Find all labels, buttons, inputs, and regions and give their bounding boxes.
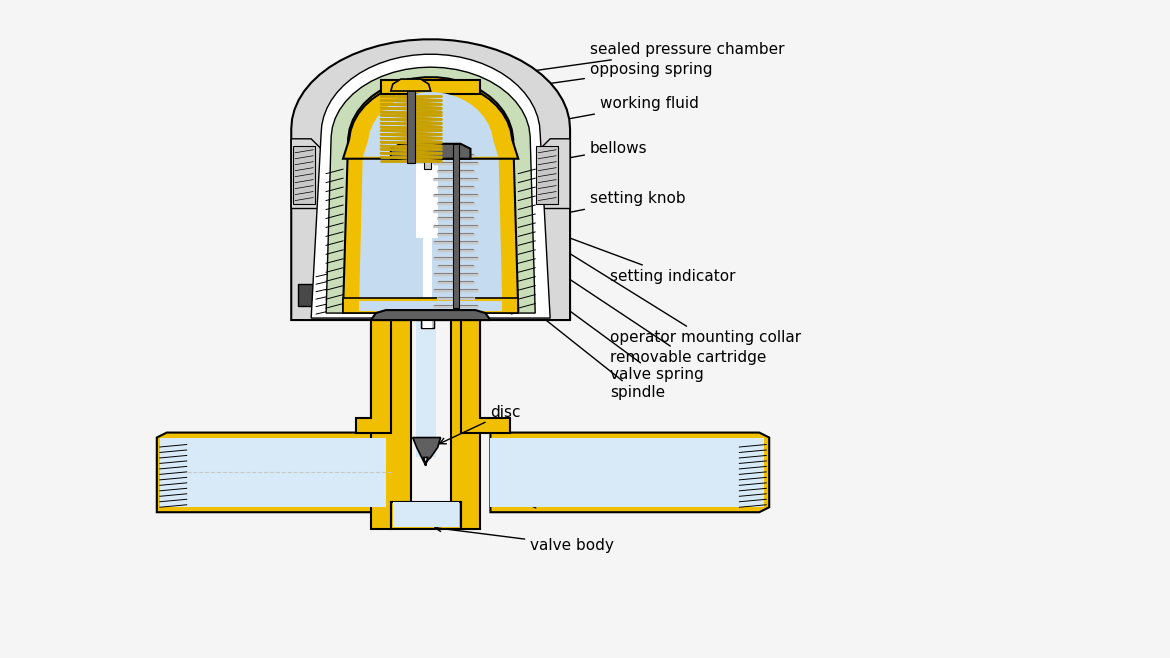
Polygon shape — [450, 288, 481, 529]
Polygon shape — [160, 438, 386, 507]
Bar — [394, 261, 401, 268]
Polygon shape — [461, 288, 510, 432]
Polygon shape — [391, 268, 461, 314]
Bar — [359, 301, 502, 311]
Polygon shape — [391, 79, 431, 91]
Text: disc: disc — [440, 405, 521, 444]
Text: removable cartridge: removable cartridge — [459, 206, 766, 365]
Text: setting knob: setting knob — [495, 191, 686, 230]
Polygon shape — [356, 288, 391, 432]
Polygon shape — [510, 268, 541, 318]
Polygon shape — [413, 438, 441, 465]
Bar — [452, 226, 460, 234]
Polygon shape — [316, 268, 356, 318]
Polygon shape — [326, 67, 535, 313]
Text: operator mounting collar: operator mounting collar — [464, 188, 801, 345]
Polygon shape — [157, 432, 391, 512]
Bar — [424, 99, 431, 168]
Bar — [525, 284, 543, 306]
Text: tailpiece: tailpiece — [544, 468, 706, 490]
Polygon shape — [343, 77, 518, 311]
Bar — [421, 189, 434, 328]
Bar — [453, 144, 459, 308]
Polygon shape — [363, 92, 498, 157]
Text: 1/2 union: 1/2 union — [530, 492, 711, 508]
Bar — [394, 218, 460, 273]
Bar — [298, 284, 318, 306]
Text: valve body: valve body — [435, 526, 614, 553]
Polygon shape — [371, 310, 490, 320]
Text: valve spring: valve spring — [454, 226, 703, 382]
Polygon shape — [460, 199, 490, 218]
Polygon shape — [356, 238, 510, 318]
Text: working fluid: working fluid — [464, 97, 698, 140]
Polygon shape — [311, 54, 550, 318]
Polygon shape — [371, 288, 411, 529]
Bar — [343, 298, 518, 313]
Polygon shape — [490, 432, 769, 512]
Polygon shape — [394, 164, 460, 238]
Text: setting indicator: setting indicator — [495, 209, 736, 284]
Bar — [394, 226, 401, 234]
Polygon shape — [490, 438, 764, 507]
Polygon shape — [401, 168, 453, 236]
Bar — [452, 261, 460, 268]
Text: sealed pressure chamber: sealed pressure chamber — [464, 41, 784, 83]
Polygon shape — [291, 39, 570, 320]
Bar — [294, 146, 315, 203]
Polygon shape — [391, 502, 461, 529]
Text: bellows: bellows — [460, 141, 648, 180]
Bar — [422, 189, 432, 328]
Polygon shape — [391, 144, 470, 159]
Bar — [407, 78, 414, 163]
Text: opposing spring: opposing spring — [445, 62, 713, 101]
Polygon shape — [393, 308, 459, 527]
Bar — [381, 80, 481, 94]
Polygon shape — [343, 80, 518, 159]
Polygon shape — [291, 139, 321, 209]
Polygon shape — [541, 139, 570, 209]
Bar — [536, 146, 558, 203]
Polygon shape — [359, 88, 502, 310]
Bar — [415, 164, 438, 238]
Text: spindle: spindle — [449, 243, 665, 400]
